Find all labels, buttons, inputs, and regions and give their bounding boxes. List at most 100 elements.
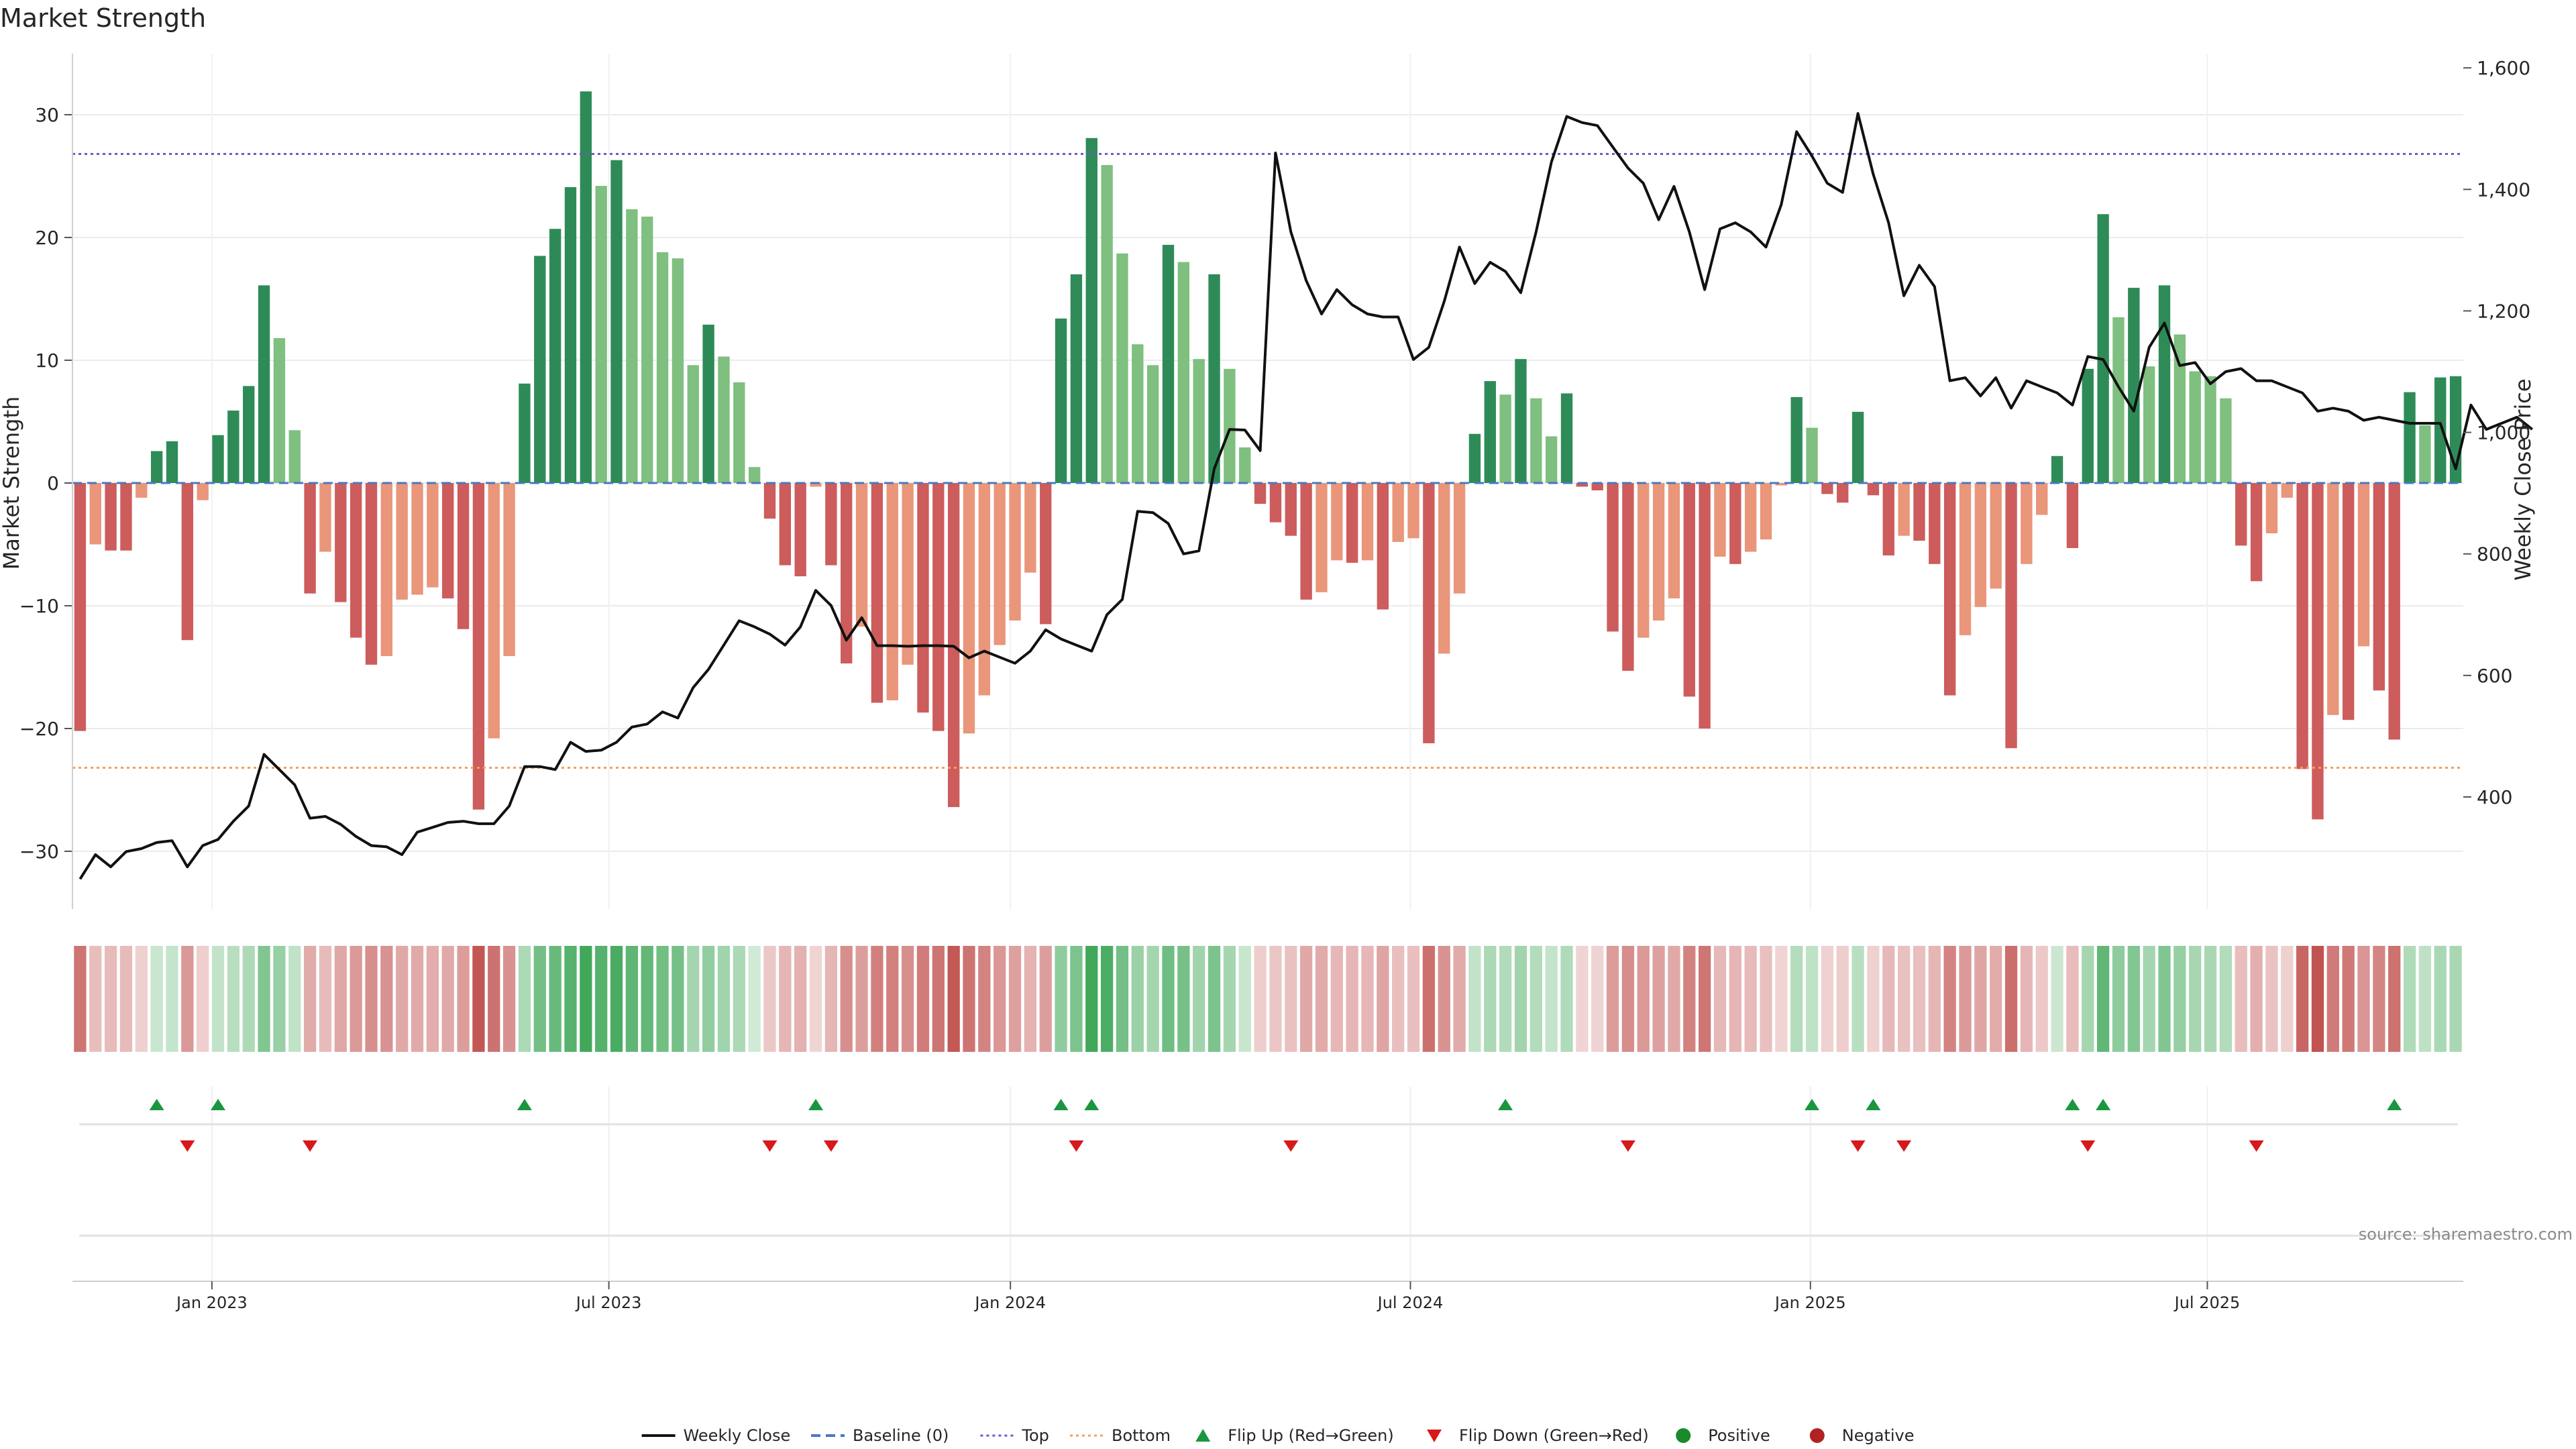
x-tick-label: Jan 2023 [175,1293,248,1312]
heat-cell [1514,946,1527,1052]
strength-bar [1990,483,2002,589]
heat-cell [426,946,439,1052]
heat-cell [840,946,853,1052]
heat-cell [610,946,623,1052]
strength-bar [1132,344,1144,483]
strength-bar [534,256,546,483]
strength-bar [2143,366,2155,483]
strength-bar [687,365,699,483]
strength-bar [763,483,776,519]
strength-bar [2312,483,2324,820]
x-tick-label: Jul 2023 [575,1293,642,1312]
strength-bar [1040,483,1052,625]
y2-tick-label: 1,000 [2477,422,2530,444]
strength-bar [932,483,945,731]
heat-cell [1315,946,1328,1052]
heat-cell [135,946,148,1052]
legend-label: Bottom [1112,1426,1171,1445]
heat-cell [779,946,792,1052]
heat-cell [1254,946,1267,1052]
heat-cell [1361,946,1374,1052]
strength-bar [963,483,975,734]
strength-bar [1392,483,1404,542]
strength-bar [1499,394,1511,483]
strength-bar [672,258,684,483]
heat-cell [150,946,163,1052]
flip-up-marker [1084,1099,1099,1110]
flip-up-marker [1498,1099,1513,1110]
heat-cell [963,946,975,1052]
y2-tick-label: 1,200 [2477,300,2530,322]
strength-bar [2419,425,2431,483]
y-tick-label: 10 [35,350,59,372]
heat-cell [2281,946,2294,1052]
flip-down-marker [823,1140,839,1152]
weekly-close-line [78,112,2534,880]
heat-cell [1668,946,1680,1052]
strength-bar [886,483,898,700]
heat-cell [1346,946,1358,1052]
heat-cell [2051,946,2063,1052]
heat-cell [1943,946,1956,1052]
flip-up-marker [1805,1099,1820,1110]
strength-bar [243,386,255,483]
strength-bar [595,186,607,483]
heat-cell [549,946,561,1052]
heat-cell [1468,946,1481,1052]
strength-bar [1591,483,1603,490]
strength-bar [794,483,806,577]
heat-cell [288,946,301,1052]
heat-cell [1070,946,1083,1052]
strength-bar [335,483,347,602]
heat-cell [916,946,930,1052]
heat-cell [2403,946,2416,1052]
strength-bar [258,285,270,483]
strength-bar [1085,138,1097,483]
strength-bar [2404,392,2416,483]
flip-up-marker [2096,1099,2111,1110]
legend-label: Positive [1708,1426,1770,1445]
flip-up-marker [2065,1099,2080,1110]
heat-cell [1913,946,1926,1052]
heat-cell [947,946,960,1052]
heat-cell [74,946,87,1052]
heat-cell [1529,946,1542,1052]
strength-bar [656,252,669,483]
heat-cell [365,946,378,1052]
heat-cell [978,946,991,1052]
strength-bar [1224,368,1236,483]
heat-cell [1377,946,1389,1052]
heat-cell [441,946,454,1052]
heat-cell [1760,946,1772,1052]
strength-bar [978,483,991,696]
heat-cell [809,946,822,1052]
strength-bar [1453,483,1466,594]
flip-down-marker [1069,1140,1084,1152]
heat-cell [411,946,424,1052]
heat-cell [2311,946,2324,1052]
strength-bar [1530,398,1542,483]
heat-cell [1545,946,1558,1052]
strength-bar [1423,483,1435,743]
strength-bar [1929,483,1941,564]
y-tick-label: 20 [35,227,59,249]
heat-cell [1560,946,1573,1052]
strength-bar [580,91,592,484]
strength-bar [150,451,163,483]
strength-bar [2235,483,2247,546]
heat-cell [1223,946,1236,1052]
heat-cell [1974,946,1987,1052]
strength-bar [2005,483,2017,749]
strength-bar [2265,483,2278,534]
heat-cell [319,946,332,1052]
heat-cell [1959,946,1972,1052]
heat-cell [564,946,577,1052]
flip-up-marker [1866,1099,1881,1110]
strength-bar [2296,483,2308,769]
strength-bar [1346,483,1358,563]
strength-bar [411,483,423,595]
heat-cell [2219,946,2233,1052]
legend-item: Bottom [1070,1426,1171,1445]
heat-cell [656,946,669,1052]
strength-heat-strip [74,946,2462,1052]
